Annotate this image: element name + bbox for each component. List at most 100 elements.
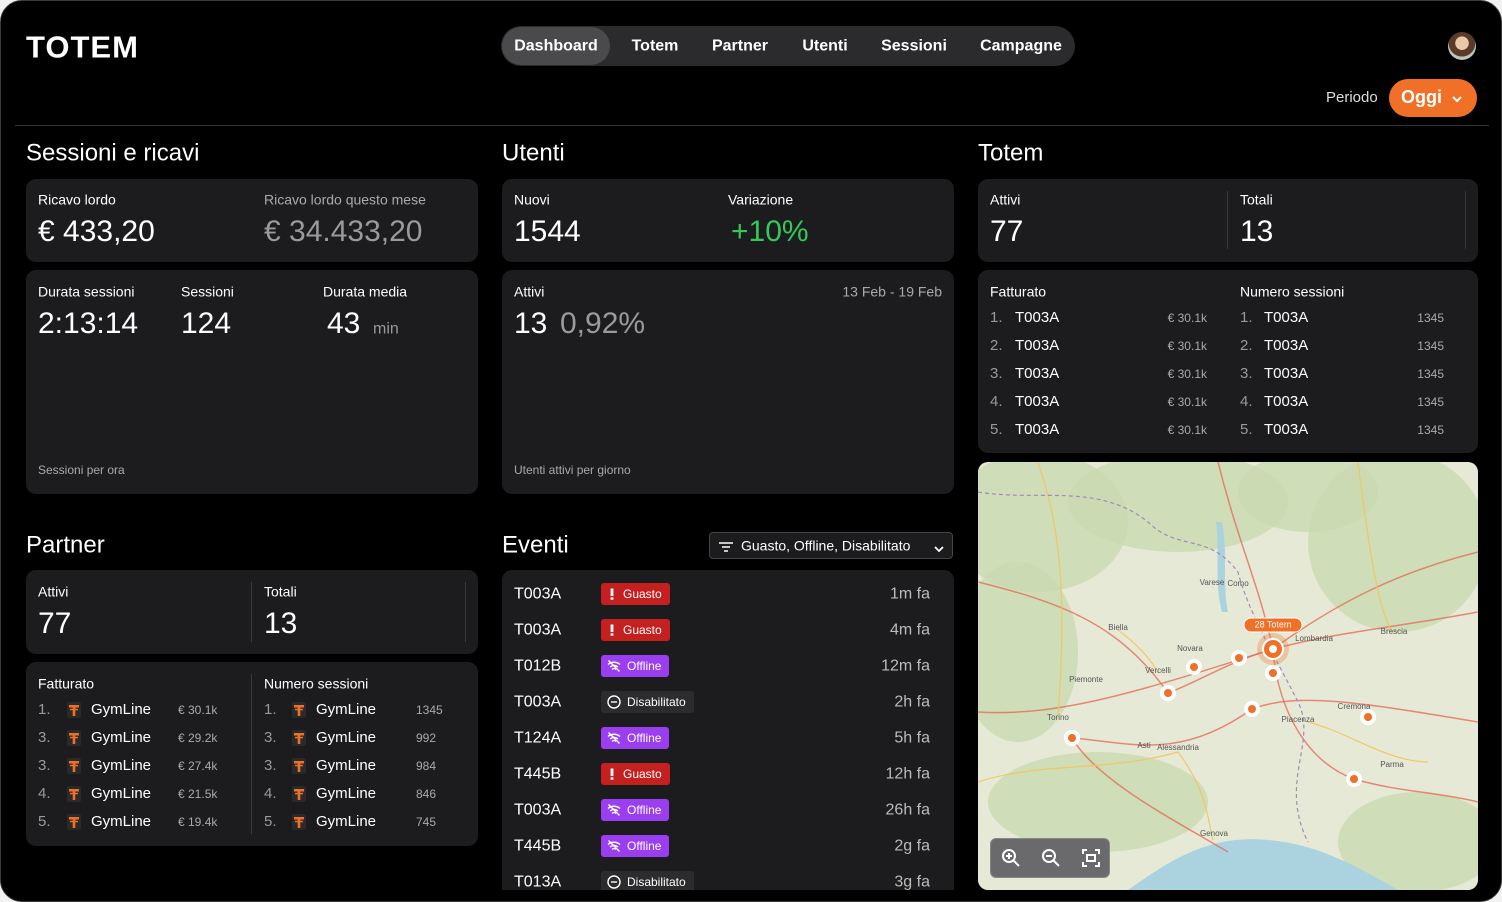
- status-glyph: [607, 732, 621, 744]
- filter[interactable]: Guasto, Offline, Disabilitato: [709, 532, 953, 559]
- partner-logo: [67, 786, 81, 807]
- event-row[interactable]: T003A Offline 26h fa: [502, 792, 954, 828]
- partner-logo: [67, 814, 81, 835]
- list-value: 992: [416, 730, 437, 745]
- status-icon: [607, 804, 621, 816]
- event-row[interactable]: T003A Guasto 1m fa: [502, 576, 954, 612]
- map-road: [1071, 737, 1229, 853]
- kpi-label: Durata sessioni: [38, 283, 135, 300]
- status-text: Guasto: [623, 623, 662, 637]
- kpi-label: Ricavo lordo questo mese: [264, 191, 426, 208]
- map-canvas[interactable]: Torino Novara Vercelli Biella Alessandria Ast…: [978, 462, 1478, 890]
- event-row[interactable]: T013A Disabilitato 3g fa: [502, 864, 954, 890]
- status-icon: [607, 875, 621, 889]
- separator: [465, 582, 466, 642]
- partner-logo-glyph: [67, 702, 81, 718]
- users-card: [502, 179, 954, 262]
- event-time: 12h fa: [885, 765, 930, 783]
- map: Torino Novara Vercelli Biella Alessandria Ast…: [978, 462, 1478, 890]
- status-icon: [607, 624, 617, 636]
- status-badge: Offline: [601, 655, 670, 677]
- rank: 4.: [38, 785, 51, 802]
- kpi-label: Attivi: [38, 583, 69, 600]
- rank: 4.: [990, 393, 1003, 410]
- fit-bounds[interactable]: [1081, 848, 1101, 873]
- rank: 5.: [1240, 421, 1253, 438]
- map-place: Como: [1227, 579, 1249, 588]
- nav-item[interactable]: Utenti: [802, 37, 848, 55]
- list-name: GymLine: [316, 701, 377, 718]
- kpi-value: +10%: [731, 215, 809, 248]
- kpi-label: Ricavo lordo: [38, 191, 116, 208]
- kpi-label: Totali: [1240, 191, 1273, 208]
- status-glyph: [610, 768, 614, 780]
- list-name: GymLine: [91, 813, 152, 830]
- partner-logo: [67, 758, 81, 779]
- avatar[interactable]: [1448, 32, 1476, 60]
- status-text: Guasto: [623, 767, 662, 781]
- rank: 5.: [264, 813, 277, 830]
- kpi-value: 2:13:14: [38, 307, 139, 340]
- map-marker: [1068, 734, 1076, 742]
- revenue-card: [26, 179, 478, 262]
- map-forest: [1238, 462, 1378, 532]
- sessions-card: [26, 270, 478, 494]
- list-name: GymLine: [316, 813, 377, 830]
- section-title: Utenti: [502, 139, 565, 167]
- separator: [251, 674, 252, 834]
- map-sea: [1128, 839, 1398, 890]
- rank: 3.: [38, 729, 51, 746]
- event-row[interactable]: T124A Offline 5h fa: [502, 720, 954, 756]
- partner-logo-glyph: [292, 702, 306, 718]
- event-id: T445B: [514, 837, 562, 855]
- zoom-in[interactable]: [1001, 848, 1021, 873]
- status-icon: [607, 732, 621, 744]
- status-icon: [607, 695, 621, 709]
- partner-logo-glyph: [67, 730, 81, 746]
- rank: 1.: [38, 701, 51, 718]
- chart-caption: Utenti attivi per giorno: [514, 462, 631, 477]
- partner-logo: [292, 730, 306, 751]
- kpi-label: Variazione: [728, 191, 794, 208]
- list-value: 846: [416, 786, 437, 801]
- list-value: 1345: [1417, 366, 1444, 381]
- section-title: Totem: [978, 139, 1044, 167]
- map-place: Biella: [1108, 623, 1128, 632]
- period-button[interactable]: Oggi: [1389, 79, 1477, 117]
- rank: 3.: [264, 729, 277, 746]
- kpi-label: Sessioni: [181, 283, 234, 300]
- map-place: Piacenza: [1282, 715, 1315, 724]
- partner-logo: [292, 758, 306, 779]
- nav-item[interactable]: Dashboard: [514, 37, 598, 55]
- map-place: Brescia: [1381, 627, 1408, 636]
- nav-item[interactable]: Totem: [631, 37, 679, 55]
- nav-item[interactable]: Partner: [711, 37, 769, 55]
- filter-text: Guasto, Offline, Disabilitato: [741, 537, 911, 554]
- partner-logo-glyph: [292, 814, 306, 830]
- event-row[interactable]: T445B Offline 2g fa: [502, 828, 954, 864]
- map-minor-road: [1037, 462, 1063, 718]
- event-id: T124A: [514, 729, 562, 747]
- zoom-out[interactable]: [1041, 848, 1061, 873]
- nav-item[interactable]: Campagne: [980, 37, 1062, 55]
- event-row[interactable]: T003A Guasto 4m fa: [502, 612, 954, 648]
- kpi-value: 13: [514, 307, 548, 340]
- list-name: T003A: [1015, 337, 1060, 354]
- map-place: Novara: [1177, 644, 1203, 653]
- logo: TOTEM: [26, 29, 139, 65]
- map-place: Asti: [1137, 741, 1151, 750]
- list-name: T003A: [1015, 421, 1060, 438]
- date-range: 13 Feb - 19 Feb: [842, 283, 942, 300]
- event-row[interactable]: T003A Disabilitato 2h fa: [502, 684, 954, 720]
- partner-logo: [292, 814, 306, 835]
- map-badge: [1243, 617, 1303, 633]
- list-name: T003A: [1015, 365, 1060, 382]
- event-row[interactable]: T012B Offline 12m fa: [502, 648, 954, 684]
- event-time: 1m fa: [889, 585, 930, 603]
- event-row[interactable]: T445B Guasto 12h fa: [502, 756, 954, 792]
- list-name: GymLine: [91, 785, 152, 802]
- rank: 4.: [1240, 393, 1253, 410]
- partner-logo-glyph: [292, 730, 306, 746]
- map-marker: [1364, 713, 1372, 721]
- nav-item[interactable]: Sessioni: [881, 37, 947, 55]
